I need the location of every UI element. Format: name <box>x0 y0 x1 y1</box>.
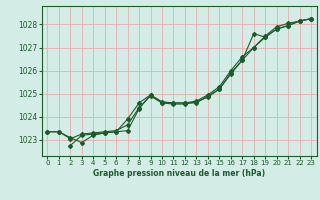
X-axis label: Graphe pression niveau de la mer (hPa): Graphe pression niveau de la mer (hPa) <box>93 169 265 178</box>
